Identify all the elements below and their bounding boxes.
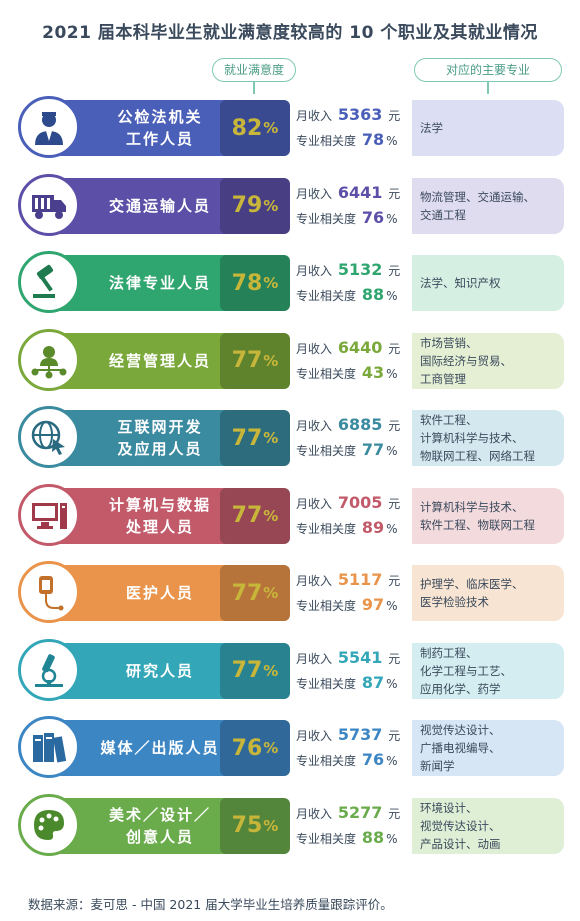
- header-major: 对应的主要专业: [414, 58, 562, 82]
- source-note: 数据来源：麦可思 - 中国 2021 届大学毕业生培养质量跟踪评价。: [28, 897, 393, 912]
- truck-icon: [32, 194, 66, 219]
- computer-icon: [32, 502, 67, 529]
- job-majors: 市场营销、 国际经济与贸易、 工商管理: [412, 332, 564, 389]
- job-icon-circle: [18, 483, 80, 546]
- job-icon-circle: [18, 328, 80, 391]
- job-name: 公检法机关 工作人员: [117, 108, 203, 148]
- job-row: 物流管理、交通运输、 交通工程 交通运输人员 79% 月收入 6441 元专业相关度 …: [18, 173, 564, 238]
- income-line: 月收入 6441 元: [296, 182, 401, 202]
- header-satisfaction: 就业满意度: [212, 58, 296, 82]
- satisfaction-value: 77%: [220, 487, 290, 544]
- job-info: 月收入 5363 元专业相关度 78%: [290, 100, 408, 156]
- job-name: 法律专业人员: [108, 274, 211, 292]
- relevance-line: 专业相关度 97%: [296, 595, 398, 614]
- satisfaction-value: 75%: [220, 797, 290, 854]
- job-info: 月收入 5737 元专业相关度 76%: [290, 720, 408, 776]
- job-row: 护理学、临床医学、 医学检验技术 医护人员 77% 月收入 5117 元专业相关度 9…: [18, 561, 564, 625]
- chart-title: 2021 届本科毕业生就业满意度较高的 10 个职业及其就业情况: [42, 23, 538, 43]
- job-name: 美术／设计／ 创意人员: [108, 805, 211, 846]
- relevance-line: 专业相关度 88%: [296, 827, 398, 847]
- satisfaction-value: 82%: [220, 100, 290, 156]
- income-line: 月收入 5737 元: [296, 725, 401, 744]
- income-line: 月收入 6885 元: [296, 415, 401, 434]
- job-name: 交通运输人员: [108, 196, 211, 215]
- satisfaction-value: 78%: [220, 255, 290, 311]
- job-name: 计算机与数据 处理人员: [108, 495, 211, 536]
- relevance-line: 专业相关度 89%: [296, 517, 398, 537]
- job-row: 市场营销、 国际经济与贸易、 工商管理 经营管理人员 77% 月收入 6440 元专业…: [18, 328, 564, 393]
- job-majors: 计算机科学与技术、 软件工程、物联网工程: [412, 487, 564, 544]
- job-majors: 物流管理、交通运输、 交通工程: [412, 177, 564, 234]
- relevance-line: 专业相关度 88%: [296, 285, 398, 304]
- job-info: 月收入 5132 元专业相关度 88%: [290, 255, 408, 311]
- income-line: 月收入 5117 元: [296, 570, 401, 589]
- job-icon-circle: [18, 561, 80, 623]
- job-name: 医护人员: [125, 584, 194, 602]
- manager-network-icon: [31, 345, 67, 378]
- job-row: 法学、知识产权 法律专业人员 78% 月收入 5132 元专业相关度 88%: [18, 251, 564, 315]
- job-majors: 法学、知识产权: [412, 255, 564, 311]
- job-majors: 法学: [412, 100, 564, 156]
- job-name: 经营管理人员: [108, 351, 211, 370]
- relevance-line: 专业相关度 78%: [296, 130, 398, 149]
- job-row: 法学 公检法机关 工作人员 82% 月收入 5363 元专业相关度 78%: [18, 96, 564, 160]
- books-icon: [33, 733, 67, 763]
- header-major-connector: [487, 82, 489, 94]
- relevance-line: 专业相关度 76%: [296, 207, 398, 227]
- relevance-line: 专业相关度 77%: [296, 440, 398, 459]
- job-icon-circle: [18, 96, 80, 158]
- satisfaction-value: 79%: [220, 177, 290, 234]
- job-icon-circle: [18, 716, 80, 778]
- satisfaction-value: 77%: [220, 565, 290, 621]
- job-row: 计算机科学与技术、 软件工程、物联网工程 计算机与数据 处理人员 77% 月收入 70…: [18, 483, 564, 548]
- job-info: 月收入 6441 元专业相关度 76%: [290, 177, 408, 234]
- satisfaction-value: 77%: [220, 642, 290, 699]
- job-name: 互联网开发 及应用人员: [117, 418, 203, 458]
- job-icon-circle: [18, 638, 80, 701]
- job-info: 月收入 5541 元专业相关度 87%: [290, 642, 408, 699]
- microscope-icon: [35, 653, 63, 687]
- job-majors: 视觉传达设计、 广播电视编导、 新闻学: [412, 720, 564, 776]
- job-info: 月收入 7005 元专业相关度 89%: [290, 487, 408, 544]
- job-row: 视觉传达设计、 广播电视编导、 新闻学 媒体／出版人员 76% 月收入 5737 元专…: [18, 716, 564, 780]
- income-line: 月收入 5363 元: [296, 105, 401, 124]
- job-icon-circle: [18, 173, 80, 236]
- palette-icon: [34, 809, 64, 840]
- job-majors: 软件工程、 计算机科学与技术、 物联网工程、网络工程: [412, 410, 564, 466]
- job-majors: 制药工程、 化学工程与工艺、 应用化学、药学: [412, 642, 564, 699]
- income-line: 月收入 7005 元: [296, 492, 401, 512]
- job-row: 软件工程、 计算机科学与技术、 物联网工程、网络工程 互联网开发 及应用人员 77%…: [18, 406, 564, 470]
- job-icon-circle: [18, 793, 80, 856]
- globe-cursor-icon: [31, 420, 65, 455]
- relevance-line: 专业相关度 87%: [296, 672, 398, 692]
- income-line: 月收入 5541 元: [296, 647, 401, 667]
- income-line: 月收入 5132 元: [296, 260, 401, 279]
- satisfaction-value: 76%: [220, 720, 290, 776]
- officer-icon: [35, 112, 63, 145]
- job-name: 研究人员: [125, 661, 194, 680]
- relevance-line: 专业相关度 76%: [296, 750, 398, 769]
- satisfaction-value: 77%: [220, 410, 290, 466]
- header-satisfaction-connector: [253, 82, 255, 94]
- job-info: 月收入 6885 元专业相关度 77%: [290, 410, 408, 466]
- gavel-icon: [33, 264, 55, 298]
- job-info: 月收入 6440 元专业相关度 43%: [290, 332, 408, 389]
- job-icon-circle: [18, 406, 80, 468]
- income-line: 月收入 5277 元: [296, 802, 401, 822]
- job-row: 环境设计、 视觉传达设计、 产品设计、动画 美术／设计／ 创意人员 75% 月收入 5…: [18, 793, 564, 858]
- job-majors: 环境设计、 视觉传达设计、 产品设计、动画: [412, 797, 564, 854]
- job-name: 媒体／出版人员: [100, 739, 220, 757]
- job-row: 制药工程、 化学工程与工艺、 应用化学、药学 研究人员 77% 月收入 5541 元专…: [18, 638, 564, 703]
- job-majors: 护理学、临床医学、 医学检验技术: [412, 565, 564, 621]
- job-info: 月收入 5277 元专业相关度 88%: [290, 797, 408, 854]
- iv-drip-icon: [39, 576, 64, 611]
- income-line: 月收入 6440 元: [296, 337, 401, 357]
- relevance-line: 专业相关度 43%: [296, 362, 398, 382]
- satisfaction-value: 77%: [220, 332, 290, 389]
- job-icon-circle: [18, 251, 80, 313]
- job-info: 月收入 5117 元专业相关度 97%: [290, 565, 408, 621]
